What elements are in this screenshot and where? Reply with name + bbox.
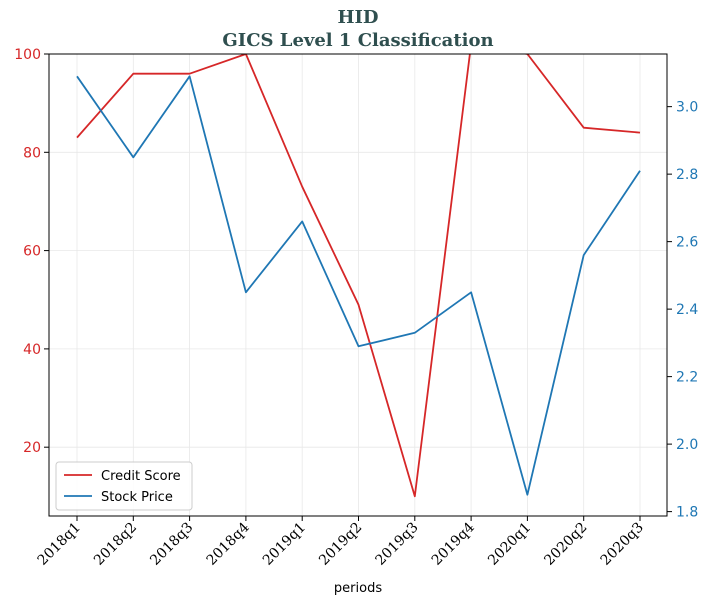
legend-box bbox=[55, 461, 193, 511]
x-tick-label: 2018q2 bbox=[91, 520, 140, 569]
series-line-stock-price bbox=[76, 75, 641, 496]
chart-title: HID bbox=[337, 7, 378, 28]
x-tick-label: 2019q4 bbox=[429, 519, 478, 568]
grid bbox=[49, 53, 667, 516]
right-tick-label: 2.0 bbox=[676, 437, 698, 453]
right-tick-label: 3.0 bbox=[676, 100, 698, 116]
x-tick-label: 2020q2 bbox=[541, 520, 590, 569]
right-tick-label: 1.8 bbox=[676, 505, 698, 521]
right-tick-label: 2.4 bbox=[676, 302, 698, 318]
left-tick-label: 60 bbox=[23, 244, 41, 260]
x-tick-label: 2020q1 bbox=[485, 520, 534, 569]
x-tick-label: 2020q3 bbox=[598, 520, 647, 569]
legend-label: Credit Score bbox=[101, 469, 181, 484]
axes bbox=[48, 53, 668, 517]
x-tick-label: 2018q1 bbox=[35, 520, 84, 569]
x-tick-label: 2019q3 bbox=[372, 520, 421, 569]
left-tick-label: 20 bbox=[23, 440, 41, 456]
left-tick-label: 80 bbox=[23, 145, 41, 161]
plot-frame bbox=[48, 53, 668, 517]
chart-subtitle: GICS Level 1 Classification bbox=[222, 30, 493, 51]
x-tick-label: 2019q2 bbox=[316, 520, 365, 569]
x-tick-label: 2018q3 bbox=[147, 520, 196, 569]
x-tick-label: 2019q1 bbox=[260, 520, 309, 569]
series-line-credit-score bbox=[76, 54, 641, 498]
left-tick-label: 40 bbox=[23, 342, 41, 358]
x-tick-label: 2018q4 bbox=[204, 519, 253, 568]
right-tick-label: 2.6 bbox=[676, 235, 698, 251]
legend-label: Stock Price bbox=[101, 490, 173, 505]
right-tick-label: 2.8 bbox=[676, 167, 698, 183]
series-layer bbox=[76, 54, 641, 498]
right-tick-label: 2.2 bbox=[676, 370, 698, 386]
left-tick-label: 100 bbox=[14, 47, 41, 63]
legend: Credit Score Stock Price bbox=[55, 461, 193, 511]
x-axis-label: periods bbox=[334, 581, 382, 596]
